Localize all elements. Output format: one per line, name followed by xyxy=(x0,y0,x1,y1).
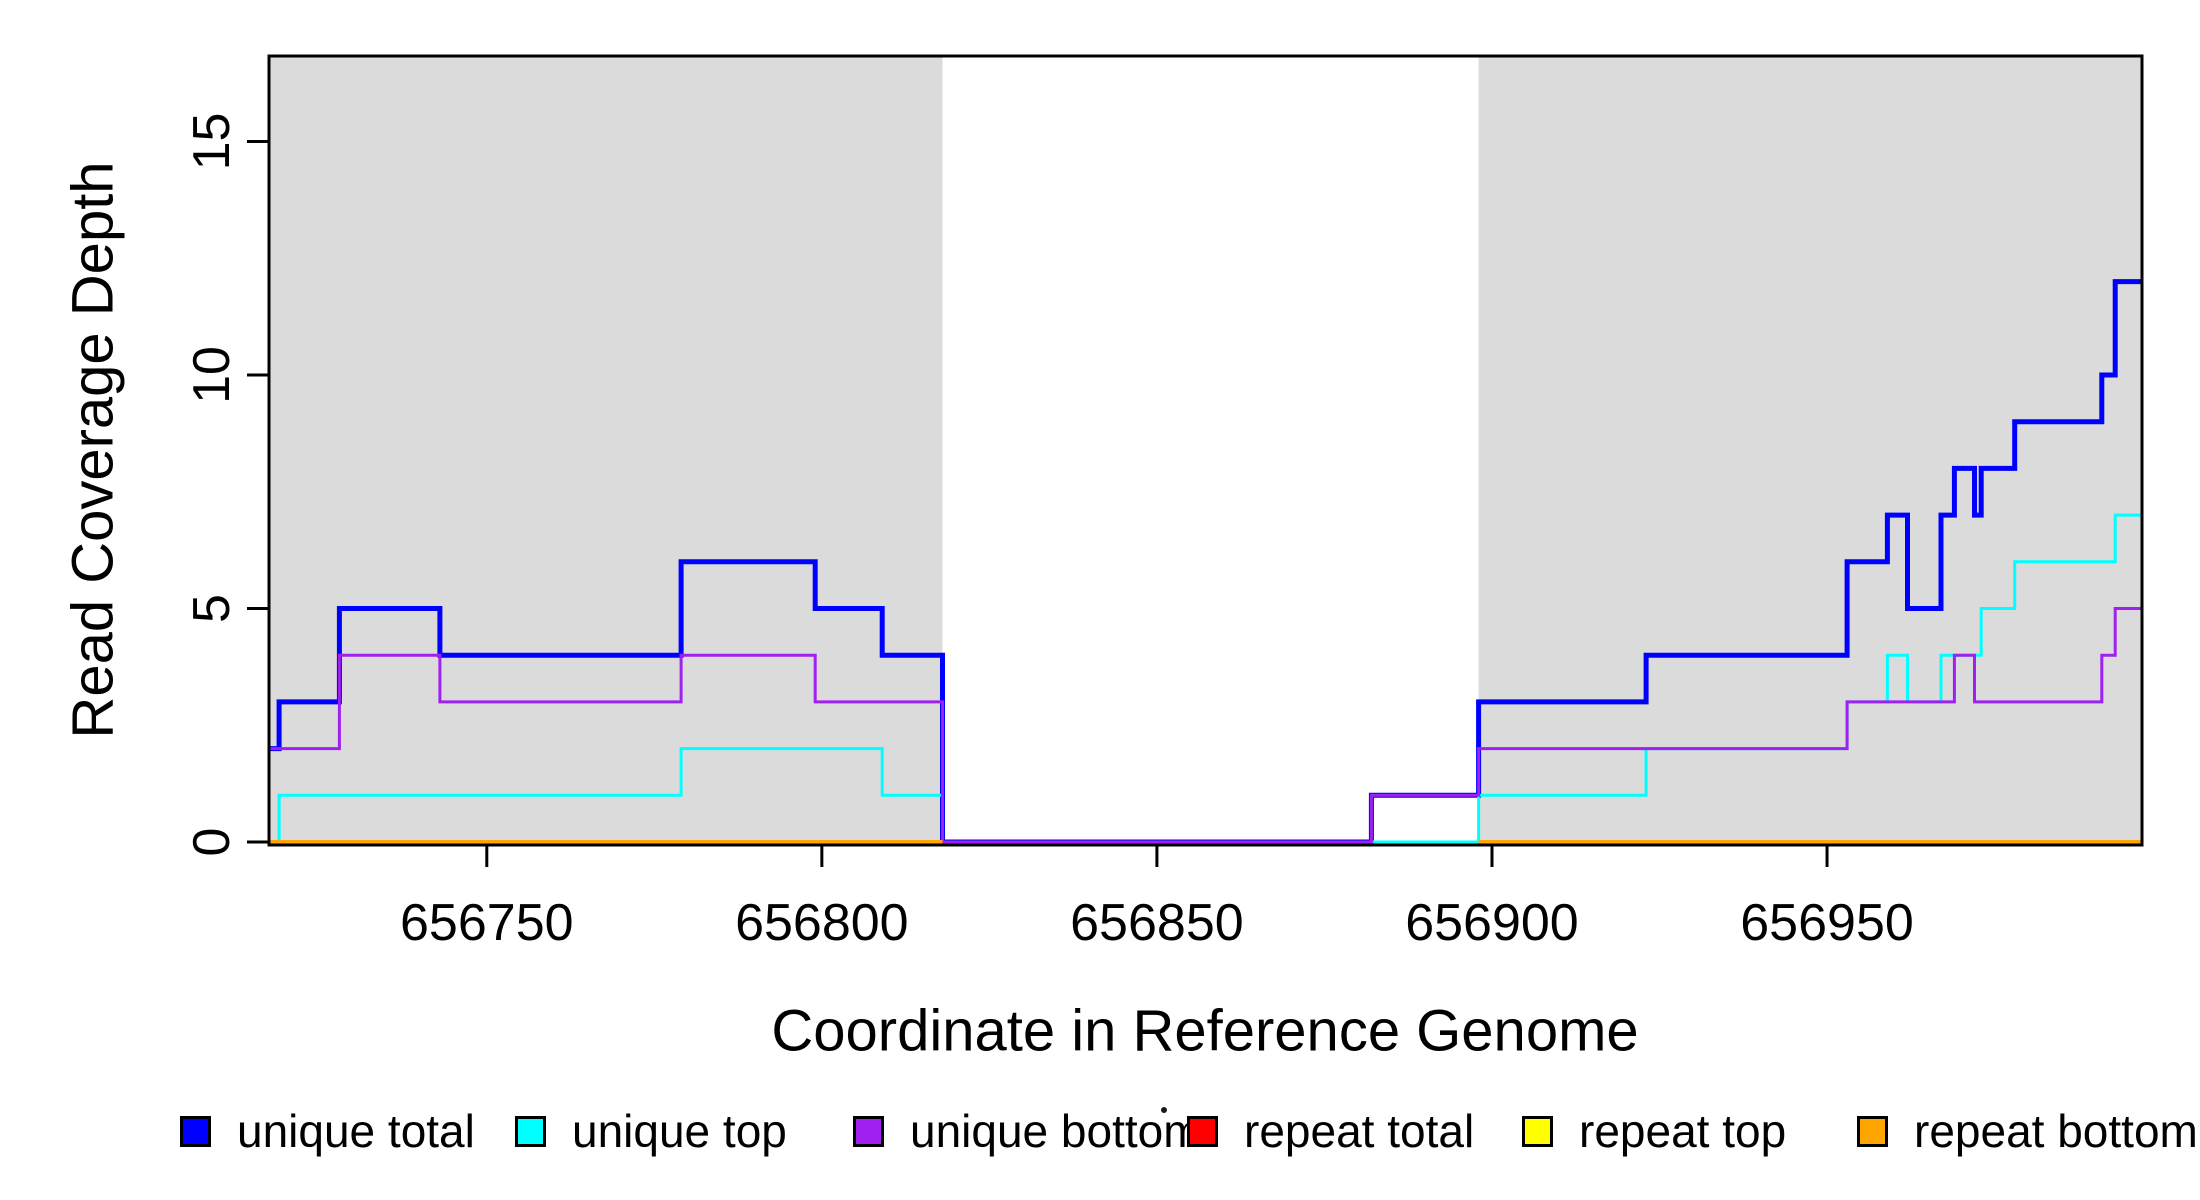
x-axis-title: Coordinate in Reference Genome xyxy=(771,998,1639,1064)
legend-item-unique-top: unique top xyxy=(515,1106,787,1156)
legend-swatch-unique-bottom xyxy=(853,1115,884,1147)
legend-label: unique bottom xyxy=(910,1105,1202,1157)
legend-label: unique total xyxy=(237,1105,475,1157)
legend-swatch-unique-top xyxy=(515,1115,546,1147)
x-tick-label: 656900 xyxy=(1405,894,1579,952)
y-tick-label: 5 xyxy=(183,594,241,623)
legend-item-repeat-total: repeat total xyxy=(1187,1106,1474,1156)
legend-swatch-repeat-total xyxy=(1187,1115,1218,1147)
x-tick-label: 656850 xyxy=(1070,894,1244,952)
series-line-unique-bottom xyxy=(269,607,2142,844)
series-group xyxy=(269,279,2142,845)
legend-item-unique-total: unique total xyxy=(180,1106,475,1156)
legend-item-repeat-bottom: repeat bottom xyxy=(1857,1106,2198,1156)
y-axis-title: Read Coverage Depth xyxy=(60,161,126,739)
legend-label: repeat total xyxy=(1244,1105,1475,1157)
shaded-region xyxy=(269,56,943,845)
x-tick-label: 656750 xyxy=(400,894,574,952)
legend-label: repeat bottom xyxy=(1914,1105,2198,1157)
plot-box xyxy=(267,54,2144,847)
legend-swatch-repeat-top xyxy=(1522,1115,1553,1147)
legend-swatch-repeat-bottom xyxy=(1857,1115,1888,1147)
x-tick-label: 656950 xyxy=(1740,894,1914,952)
legend-item-unique-bottom: unique bottom xyxy=(853,1106,1202,1156)
legend-label: repeat top xyxy=(1579,1105,1787,1157)
y-tick-label: 0 xyxy=(183,828,241,857)
y-tick-label: 15 xyxy=(183,113,241,171)
series-line-unique-total xyxy=(269,279,2142,845)
shaded-region xyxy=(1478,56,2142,845)
legend-swatch-unique-total xyxy=(180,1115,211,1147)
stray-dot xyxy=(1161,1107,1167,1113)
x-tick-label: 656800 xyxy=(735,894,909,952)
legend-label: unique top xyxy=(572,1105,787,1157)
y-tick-label: 10 xyxy=(183,346,241,404)
legend-item-repeat-top: repeat top xyxy=(1522,1106,1786,1156)
